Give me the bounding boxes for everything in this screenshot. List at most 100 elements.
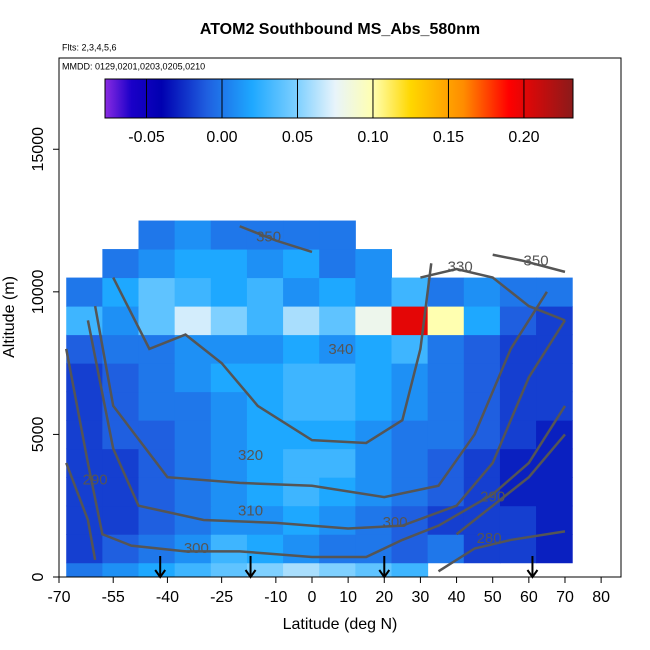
contour-label: 320 <box>238 447 263 464</box>
heat-cell <box>391 505 429 535</box>
heat-cell <box>427 391 465 421</box>
heat-cell <box>463 505 501 535</box>
x-tick-label: 80 <box>592 589 610 606</box>
heat-cell <box>463 334 501 364</box>
heat-cell <box>391 277 429 307</box>
heat-cell <box>463 277 501 307</box>
heat-cell <box>319 448 356 478</box>
note: MMDD: 0129,0201,0203,0205,0210 <box>62 61 205 71</box>
heat-cell <box>174 306 212 336</box>
heat-cell <box>536 277 573 307</box>
heat-cell <box>463 420 501 450</box>
colorbar-tick-label: 0.00 <box>206 129 237 146</box>
heat-cell <box>174 420 212 450</box>
heat-cell <box>499 363 537 393</box>
heat-cell <box>138 249 176 279</box>
heat-cell <box>463 448 501 478</box>
heat-cell <box>246 391 284 421</box>
heat-cell <box>319 505 356 535</box>
x-tick-label: 70 <box>556 589 574 606</box>
colorbar-tick-label: 0.15 <box>433 129 464 146</box>
heat-cell <box>499 505 537 535</box>
heat-cell <box>499 277 537 307</box>
heat-cell <box>246 363 284 393</box>
heat-cell <box>210 220 248 250</box>
heat-cell <box>210 306 248 336</box>
heat-cell <box>463 306 501 336</box>
heat-cell <box>427 448 465 478</box>
x-tick-label: -25 <box>210 589 233 606</box>
heat-cell <box>246 448 284 478</box>
heat-cell <box>246 534 284 564</box>
heat-cell <box>536 334 573 364</box>
heat-cell <box>246 334 284 364</box>
x-tick-label: 0 <box>308 589 317 606</box>
heat-cell <box>283 249 320 279</box>
heat-cell <box>427 277 465 307</box>
x-tick-label: 30 <box>412 589 430 606</box>
heat-cell <box>427 306 465 336</box>
y-tick-label: 10000 <box>30 269 47 314</box>
heat-cell <box>319 391 356 421</box>
heat-cell <box>536 505 573 535</box>
contour-label: 350 <box>524 253 549 270</box>
x-tick-label: -70 <box>47 589 70 606</box>
heat-cell <box>355 306 393 336</box>
heat-cell <box>210 277 248 307</box>
x-tick-label: 50 <box>484 589 502 606</box>
plot-frame <box>58 57 622 578</box>
heat-cell <box>138 562 176 578</box>
note: Flts: 2,3,4,5,6 <box>62 42 117 52</box>
heat-cell <box>499 306 537 336</box>
heat-cell <box>174 249 212 279</box>
y-tick-label: 5000 <box>30 417 47 453</box>
heat-cell <box>246 249 284 279</box>
contour-label: 340 <box>328 341 353 358</box>
heat-cell <box>174 448 212 478</box>
heat-cell <box>210 249 248 279</box>
x-tick-label: 20 <box>375 589 393 606</box>
heat-cell <box>210 562 248 578</box>
heat-cell <box>391 448 429 478</box>
heat-cell <box>102 249 140 279</box>
heat-cell <box>355 420 393 450</box>
heat-cell <box>174 220 212 250</box>
contour-label: 290 <box>83 472 108 489</box>
x-tick-label: 40 <box>448 589 466 606</box>
heat-cell <box>319 277 356 307</box>
heat-cell <box>66 562 103 578</box>
heat-cell <box>246 505 284 535</box>
x-tick-label: -10 <box>264 589 287 606</box>
heat-cell <box>355 477 393 507</box>
heat-cell <box>283 391 320 421</box>
colorbar-tick-label: 0.05 <box>282 129 313 146</box>
heat-cell <box>283 277 320 307</box>
heat-cell <box>319 249 356 279</box>
heat-cell <box>174 391 212 421</box>
heat-cell <box>138 363 176 393</box>
colorbar <box>104 78 574 119</box>
heat-cell <box>463 534 501 564</box>
contour-line <box>239 225 566 274</box>
heat-cell <box>427 334 465 364</box>
heat-cell <box>427 420 465 450</box>
chart-title: ATOM2 Southbound MS_Abs_580nm <box>200 21 480 38</box>
heat-cell <box>283 448 320 478</box>
contour-label: 330 <box>448 259 473 276</box>
colorbar-tick-label: 0.10 <box>357 129 388 146</box>
heat-cell <box>66 277 103 307</box>
x-tick-label: -55 <box>102 589 125 606</box>
heat-cell <box>138 306 176 336</box>
heat-cell <box>355 249 393 279</box>
contour-label: 350 <box>256 229 281 246</box>
contour-label: 280 <box>477 530 502 547</box>
heat-cell <box>138 420 176 450</box>
heat-cell <box>246 562 284 578</box>
heat-cell <box>391 391 429 421</box>
heat-cell <box>391 420 429 450</box>
heat-cell <box>355 391 393 421</box>
heat-cell <box>102 334 140 364</box>
heat-cell <box>210 420 248 450</box>
heat-cell <box>536 534 573 564</box>
x-tick-label: 10 <box>339 589 357 606</box>
